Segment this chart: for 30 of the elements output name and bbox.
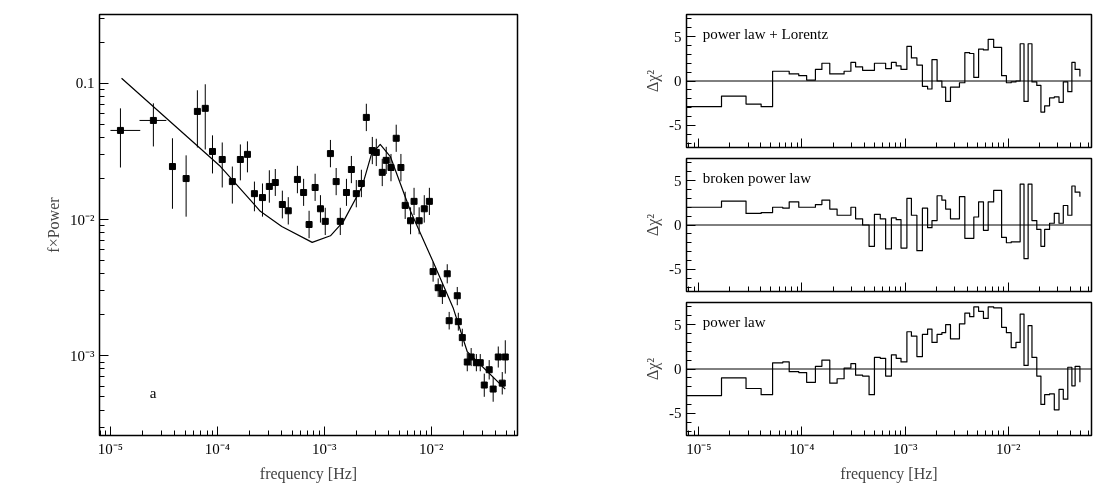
y-axis-title: Δχ² <box>644 69 662 93</box>
y-axis-title: Δχ² <box>644 213 662 237</box>
y-tick-label: 5 <box>674 28 682 45</box>
y-tick-label: -5 <box>669 117 682 134</box>
x-tick-label: 10⁻⁴ <box>204 440 231 457</box>
x-tick-label: 10⁻² <box>996 440 1022 457</box>
annotation: a <box>149 385 157 402</box>
annotation: power law <box>702 314 766 331</box>
x-tick-label: 10⁻⁴ <box>789 440 815 457</box>
y-tick-label: -5 <box>669 405 682 422</box>
x-tick-label: 10⁻³ <box>892 440 918 457</box>
x-tick-label: 10⁻³ <box>312 440 338 457</box>
y-tick-label: 0.1 <box>75 75 95 92</box>
y-tick-label: 5 <box>674 316 682 333</box>
annotation: broken power law <box>702 170 812 187</box>
y-tick-label: 0 <box>674 217 682 233</box>
x-tick-label: 10⁻⁵ <box>97 440 124 457</box>
x-tick-label: 10⁻² <box>419 440 445 457</box>
annotation: power law + Lorentz <box>702 26 829 43</box>
y-axis-title: Δχ² <box>644 357 662 381</box>
y-tick-label: -5 <box>669 261 682 278</box>
x-tick-label: 10⁻⁵ <box>686 440 712 457</box>
x-axis-title: frequency [Hz] <box>259 464 358 483</box>
x-axis-title: frequency [Hz] <box>840 464 938 483</box>
y-tick-label: 0 <box>674 361 682 377</box>
y-axis-title: f×Power <box>45 196 62 253</box>
y-tick-label: 10⁻³ <box>70 347 95 364</box>
y-tick-label: 5 <box>674 172 682 189</box>
y-tick-label: 10⁻² <box>70 211 95 228</box>
y-tick-label: 0 <box>674 73 682 89</box>
